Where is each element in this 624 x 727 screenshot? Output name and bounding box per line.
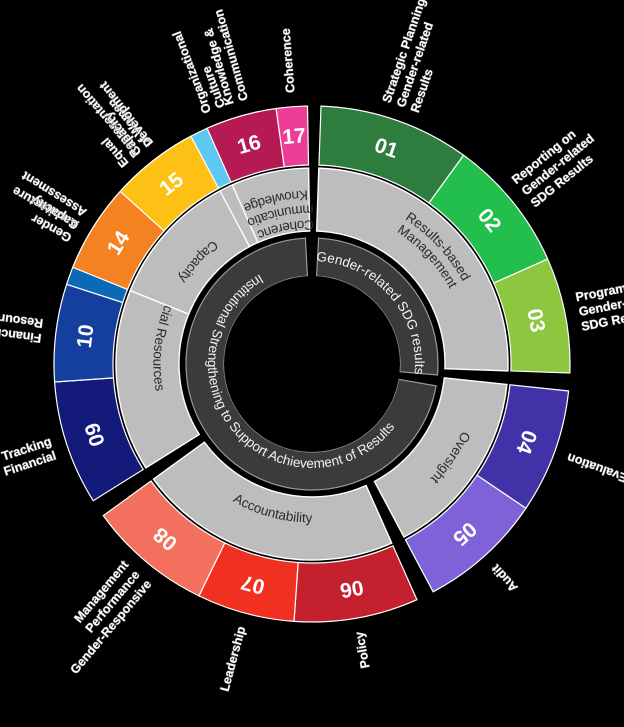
group-segment-oversight[interactable] xyxy=(373,377,508,539)
segment-label-07: Leadership xyxy=(218,625,249,693)
wheel-segment-05[interactable] xyxy=(404,474,527,593)
segment-number-06: 06 xyxy=(338,575,365,602)
wheel-segment-15[interactable] xyxy=(119,135,220,232)
segment-label-17: Coherence xyxy=(279,28,298,94)
segment-number-17: 17 xyxy=(282,124,307,149)
segment-label-05: Audit xyxy=(488,561,520,595)
wheel-segment-03[interactable] xyxy=(493,258,571,374)
segment-number-10: 10 xyxy=(73,323,99,349)
group-segment-accountability[interactable] xyxy=(152,441,393,561)
segment-number-03: 03 xyxy=(522,307,549,334)
segment-label-06: Policy xyxy=(352,631,372,670)
segment-label-10: Resource Allocation xyxy=(0,302,44,331)
wheel-segment-08[interactable] xyxy=(102,480,226,597)
group-segment-results-based-management[interactable] xyxy=(315,167,509,372)
outer-ring: 0102030405060708091011121314151617 xyxy=(53,105,571,623)
group-segment-capacity[interactable] xyxy=(129,189,251,316)
segment-label-04: Evaluation xyxy=(565,450,624,485)
center-hole xyxy=(224,276,400,452)
wheel-segment-17[interactable] xyxy=(275,105,310,168)
group-segment-knowledge-communication-coherence[interactable] xyxy=(231,167,311,244)
